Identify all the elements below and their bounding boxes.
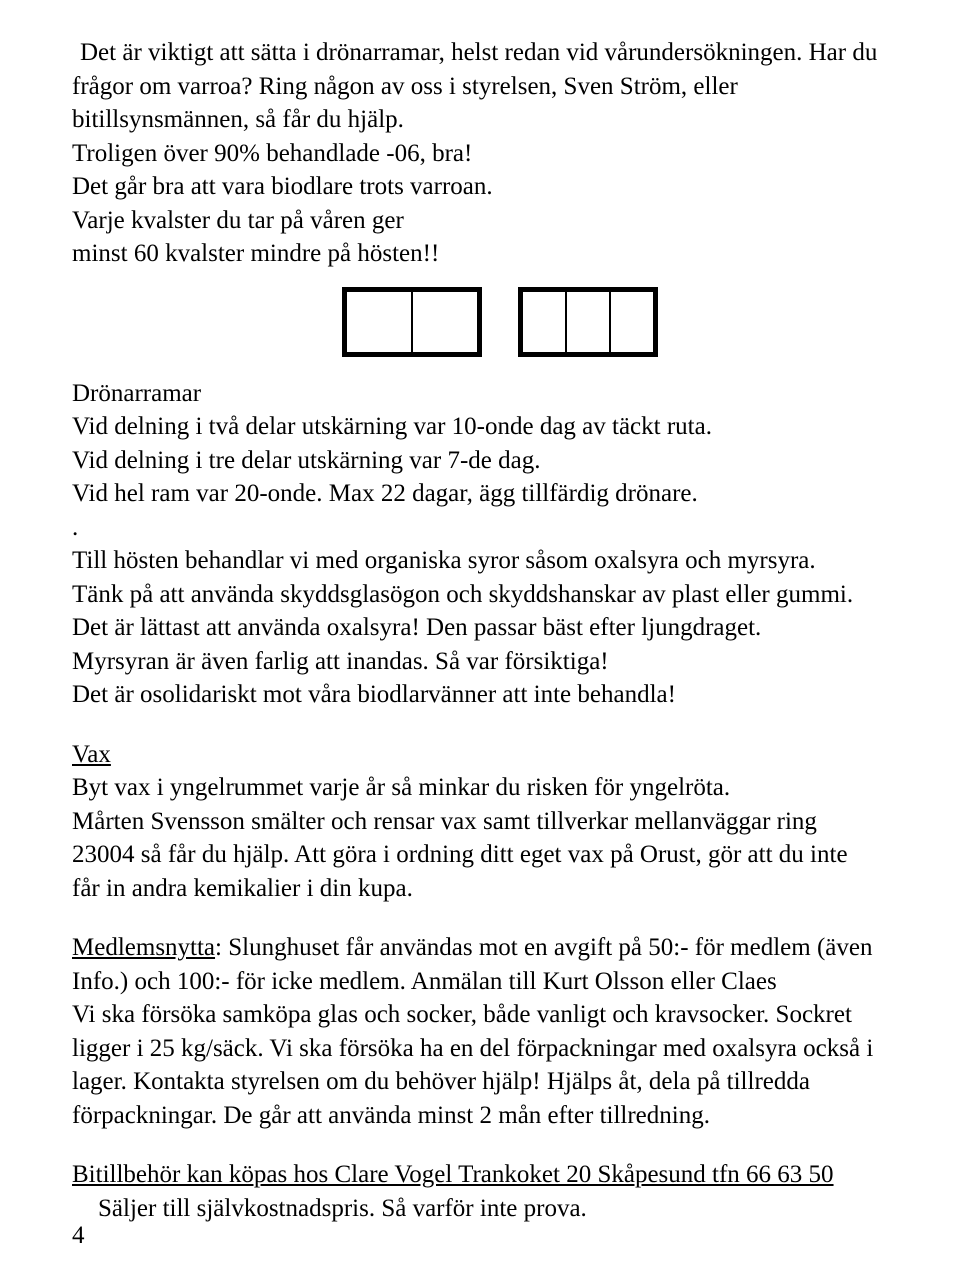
vax-line-2: Mårten Svensson smälter och rensar vax s… (72, 807, 904, 837)
paragraph-intro-line-7: minst 60 kvalster mindre på hösten!! (72, 239, 904, 269)
dronarramar-line-5: Tänk på att använda skyddsglasögon och s… (72, 580, 904, 610)
medlemsnytta-line-3: Vi ska försöka samköpa glas och socker, … (72, 1000, 904, 1030)
vax-line-3: 23004 så får du hjälp. Att göra i ordnin… (72, 840, 904, 870)
frame-cell (611, 292, 653, 352)
dronarramar-line-dot: . (72, 513, 904, 543)
medlemsnytta-line-4: ligger i 25 kg/säck. Vi ska försöka ha e… (72, 1034, 904, 1064)
page-number: 4 (72, 1221, 85, 1251)
heading-underline: Medlemsnytta (72, 934, 215, 961)
frame-cell (347, 292, 413, 352)
dronarramar-line-7: Myrsyran är även farlig att inandas. Så … (72, 647, 904, 677)
dronarramar-line-6: Det är lättast att använda oxalsyra! Den… (72, 613, 904, 643)
frame-cell (567, 292, 611, 352)
medlemsnytta-line-1: Medlemsnytta: Slunghuset får användas mo… (72, 933, 904, 963)
paragraph-intro-line-4: Troligen över 90% behandlade -06, bra! (72, 139, 904, 169)
paragraph-intro-line-3: bitillsynsmännen, så får du hjälp. (72, 105, 904, 135)
frame-three-cells (518, 287, 658, 357)
medlemsnytta-line-5: lager. Kontakta styrelsen om du behöver … (72, 1067, 904, 1097)
heading-underline: Vax (72, 741, 111, 768)
medlemsnytta-line-2: Info.) och 100:- för icke medlem. Anmäla… (72, 967, 904, 997)
dronarramar-diagram (72, 287, 904, 357)
medlemsnytta-rest-1: : Slunghuset får användas mot en avgift … (215, 934, 872, 961)
vax-line-1: Byt vax i yngelrummet varje år så minkar… (72, 773, 904, 803)
medlemsnytta-line-6: förpackningar. De går att använda minst … (72, 1101, 904, 1131)
dronarramar-line-1: Vid delning i två delar utskärning var 1… (72, 412, 904, 442)
dronarramar-line-3: Vid hel ram var 20-onde. Max 22 dagar, ä… (72, 479, 904, 509)
dronarramar-line-2: Vid delning i tre delar utskärning var 7… (72, 446, 904, 476)
paragraph-intro-line-6: Varje kvalster du tar på våren ger (72, 206, 904, 236)
document-page: Det är viktigt att sätta i drönarramar, … (0, 0, 960, 1288)
frame-cell (413, 292, 477, 352)
dronarramar-line-4: Till hösten behandlar vi med organiska s… (72, 546, 904, 576)
spacer (72, 1134, 904, 1160)
bitillbehor-heading: Bitillbehör kan köpas hos Clare Vogel Tr… (72, 1160, 904, 1190)
bitillbehor-line-1: Säljer till självkostnadspris. Så varför… (72, 1194, 904, 1224)
paragraph-intro-line-5: Det går bra att vara biodlare trots varr… (72, 172, 904, 202)
section-heading-vax: Vax (72, 740, 904, 770)
paragraph-intro-line-2: frågor om varroa? Ring någon av oss i st… (72, 72, 904, 102)
dronarramar-line-8: Det är osolidariskt mot våra biodlarvänn… (72, 680, 904, 710)
paragraph-intro-line-1: Det är viktigt att sätta i drönarramar, … (72, 38, 904, 68)
frame-two-cells (342, 287, 482, 357)
vax-line-4: får in andra kemikalier i din kupa. (72, 874, 904, 904)
spacer (72, 907, 904, 933)
heading-underline: Bitillbehör kan köpas hos Clare Vogel Tr… (72, 1161, 834, 1188)
frame-cell (523, 292, 567, 352)
spacer (72, 714, 904, 740)
section-heading-dronarramar: Drönarramar (72, 379, 904, 409)
